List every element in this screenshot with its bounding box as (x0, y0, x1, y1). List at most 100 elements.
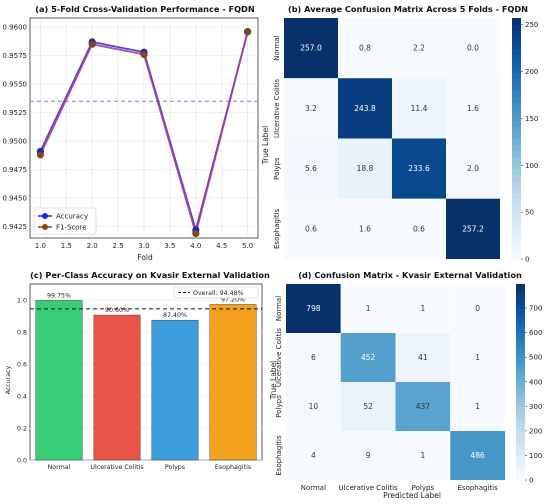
panel-b-colorbar-segment (512, 240, 521, 248)
panel-d-cell-value: 52 (363, 402, 373, 411)
panel-b-cell (446, 18, 500, 79)
panel-d-colorbar-label: 500 (529, 354, 542, 362)
panel-b-cell (338, 138, 392, 199)
panel-d-colorbar-label: 600 (529, 329, 542, 337)
panel-c-bar (35, 300, 83, 461)
panel-b-cell-value: 5.6 (305, 164, 317, 173)
panel-b-colorbar-segment (512, 84, 521, 91)
panel-d-cell (395, 382, 451, 431)
panel-d-col-label: Normal (301, 484, 326, 492)
panel-d-colorbar-label: 100 (529, 452, 542, 460)
panel-b-colorbar-segment (512, 198, 521, 206)
panel-c-x-tick-label: Normal (48, 464, 71, 471)
panel-d-cell (450, 382, 505, 431)
panel-d-cell (395, 333, 451, 382)
panel-a-y-tick-label: 0.9550 (3, 81, 28, 89)
panel-a-y-tick-label: 0.9425 (3, 223, 28, 231)
panel-b-cell (446, 78, 500, 139)
panel-b-colorbar-segment (512, 144, 521, 152)
panel-b-cell (392, 138, 446, 199)
panel-c-legend: Overall: 94.48% (173, 286, 259, 299)
panel-b-cell (392, 198, 446, 259)
panel-c-y-tick-label: 0.2 (17, 426, 27, 433)
panel-b-colorbar-segment (512, 18, 521, 25)
panel-c-y-tick-label: 0.0 (17, 458, 27, 465)
panel-d-colorbar-segment (516, 450, 525, 456)
panel-d-colorbar-segment (516, 426, 525, 432)
panel-a-legend-label: F1-Score (56, 224, 87, 232)
panel-d-colorbar-segment (516, 303, 525, 309)
panel-b-colorbar-label: 100 (525, 162, 538, 170)
panel-d-cell (286, 284, 341, 333)
panel-b-colorbar-segment (512, 168, 521, 176)
panel-c-bar-chart: (c) Per-Class Accuracy on Kvasir Externa… (5, 270, 270, 471)
panel-d-colorbar-segment (516, 401, 525, 407)
panel-d-cell (395, 284, 451, 333)
panel-c-y-tick-label: 1.0 (17, 298, 27, 305)
panel-d-colorbar-segment (516, 435, 525, 442)
panel-b-cell (284, 18, 338, 79)
panel-b-colorbar-segment (512, 228, 521, 236)
panel-d-cell-value: 437 (416, 402, 431, 411)
panel-a-x-tick-label: 5.0 (242, 242, 253, 250)
panel-b-cell-value: 0.0 (467, 44, 479, 53)
panel-b-colorbar-segment (512, 120, 521, 127)
panel-b-cell (284, 198, 338, 259)
panel-a-title: (a) 5-Fold Cross-Validation Performance … (35, 4, 255, 14)
panel-a-legend: Accuracy F1-Score (33, 207, 97, 235)
panel-a-x-tick-label: 2.0 (87, 242, 98, 250)
panel-d-cell-value: 41 (418, 353, 428, 362)
panel-d-cell-value: 1 (475, 402, 480, 411)
panel-d-colorbar-segment (516, 298, 525, 305)
panel-d-colorbar-segment (516, 475, 525, 481)
panel-d-colorbar-segment (516, 342, 525, 349)
panel-d-colorbar-segment (516, 308, 525, 314)
panel-c-y-tick-label: 0.4 (17, 394, 27, 401)
panel-a-data-point (192, 229, 200, 237)
panel-d-cell-value: 1 (475, 353, 480, 362)
panel-a-data-point (36, 151, 44, 159)
panel-d-cell-value: 798 (306, 304, 321, 313)
panel-a-line-chart: (a) 5-Fold Cross-Validation Performance … (3, 4, 259, 262)
panel-d-cell-value: 4 (311, 451, 316, 460)
panel-b-colorbar-segment (512, 180, 521, 188)
panel-d-cell (340, 382, 396, 431)
panel-b-cell (446, 138, 500, 199)
panel-b-cell-value: 257.2 (462, 224, 484, 233)
panel-a-data-point (140, 50, 148, 59)
panel-c-x-tick-label: Esophagitis (215, 464, 251, 471)
panel-d-cell-value: 0 (475, 304, 480, 313)
panel-b-colorbar-segment (512, 48, 521, 55)
panel-d-colorbar-label: 700 (529, 305, 542, 313)
panel-d-cell (395, 431, 451, 480)
panel-b-cell-value: 2.0 (467, 164, 479, 173)
panel-b-cell-value: 18.8 (357, 164, 374, 173)
panel-d-cell (450, 431, 505, 480)
panel-a-x-tick-label: 4.0 (190, 242, 201, 250)
panel-c-legend-label: Overall: 94.48% (193, 290, 244, 297)
panel-d-cell (286, 431, 341, 480)
panel-b-colorbar-segment (512, 222, 521, 230)
panel-b-colorbar-label: 50 (525, 209, 534, 217)
panel-b-cell (392, 18, 446, 79)
panel-d-cell (286, 333, 341, 382)
panel-a-data-point (88, 40, 96, 48)
panel-a-y-tick-label: 0.9500 (3, 138, 28, 146)
panel-d-cell-value: 486 (470, 451, 485, 460)
panel-d-colorbar-segment (516, 382, 525, 388)
panel-b-colorbar-segment (512, 186, 521, 194)
panel-d-colorbar-segment (516, 284, 525, 290)
panel-b-row-label: Normal (273, 35, 281, 60)
panel-b-cell (446, 198, 500, 259)
panel-d-colorbar-label: 300 (529, 403, 542, 411)
panel-d-colorbar-segment (516, 470, 525, 476)
panel-d-cell-value: 1 (420, 304, 425, 313)
panel-b-colorbar-segment (512, 126, 521, 133)
panel-b-colorbar-segment (512, 30, 521, 37)
panel-d-colorbar-segment (516, 445, 525, 452)
panel-b-colorbar-segment (512, 150, 521, 158)
panel-b-ylabel: True Label (261, 126, 270, 166)
panel-b-cell-value: 233.6 (408, 164, 430, 173)
panel-b-colorbar-segment (512, 210, 521, 218)
panel-d-col-label: Ulcerative Colitis (339, 484, 399, 492)
